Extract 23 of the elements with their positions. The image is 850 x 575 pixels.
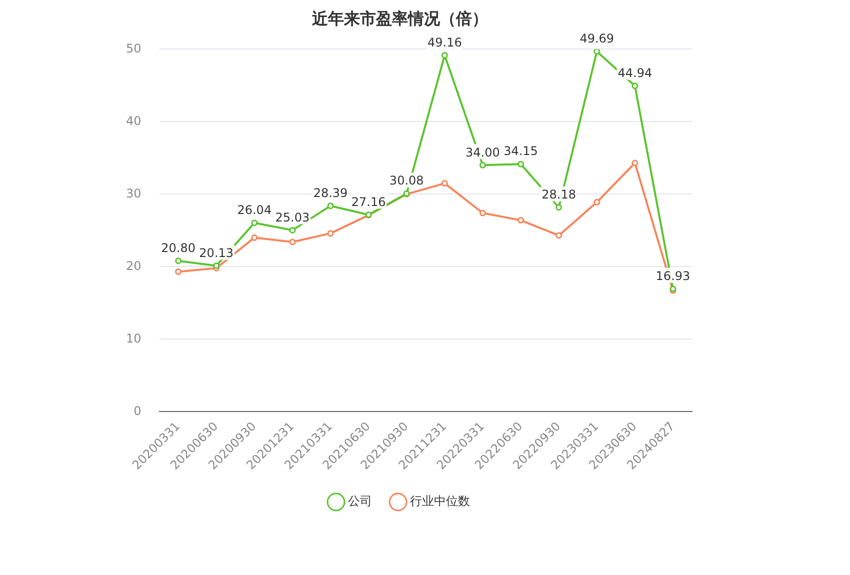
legend-label: 公司 — [348, 494, 372, 508]
data-label: 49.16 — [427, 35, 462, 50]
data-label: 20.13 — [199, 246, 234, 260]
y-tick-label: 50 — [126, 41, 142, 56]
data-label: 44.94 — [618, 66, 652, 80]
data-label: 20.80 — [161, 240, 196, 255]
y-tick-label: 40 — [126, 114, 142, 128]
y-tick-label: 20 — [126, 258, 142, 273]
data-label: 26.04 — [237, 203, 272, 217]
y-tick-label: 0 — [134, 404, 142, 418]
legend-label: 行业中位数 — [410, 494, 470, 508]
data-label: 27.16 — [351, 194, 386, 209]
data-label: 49.69 — [580, 32, 614, 46]
data-label: 28.18 — [542, 187, 576, 202]
y-tick-label: 10 — [126, 331, 142, 346]
y-tick-label: 30 — [126, 186, 142, 200]
data-label: 25.03 — [275, 210, 310, 224]
data-label: 34.15 — [504, 144, 538, 158]
chart-title: 近年来市盈率情况（倍） — [311, 8, 488, 28]
data-label: 30.08 — [389, 174, 424, 188]
data-label: 28.39 — [313, 186, 348, 200]
data-label: 34.00 — [466, 145, 500, 160]
data-label: 16.93 — [656, 269, 690, 284]
